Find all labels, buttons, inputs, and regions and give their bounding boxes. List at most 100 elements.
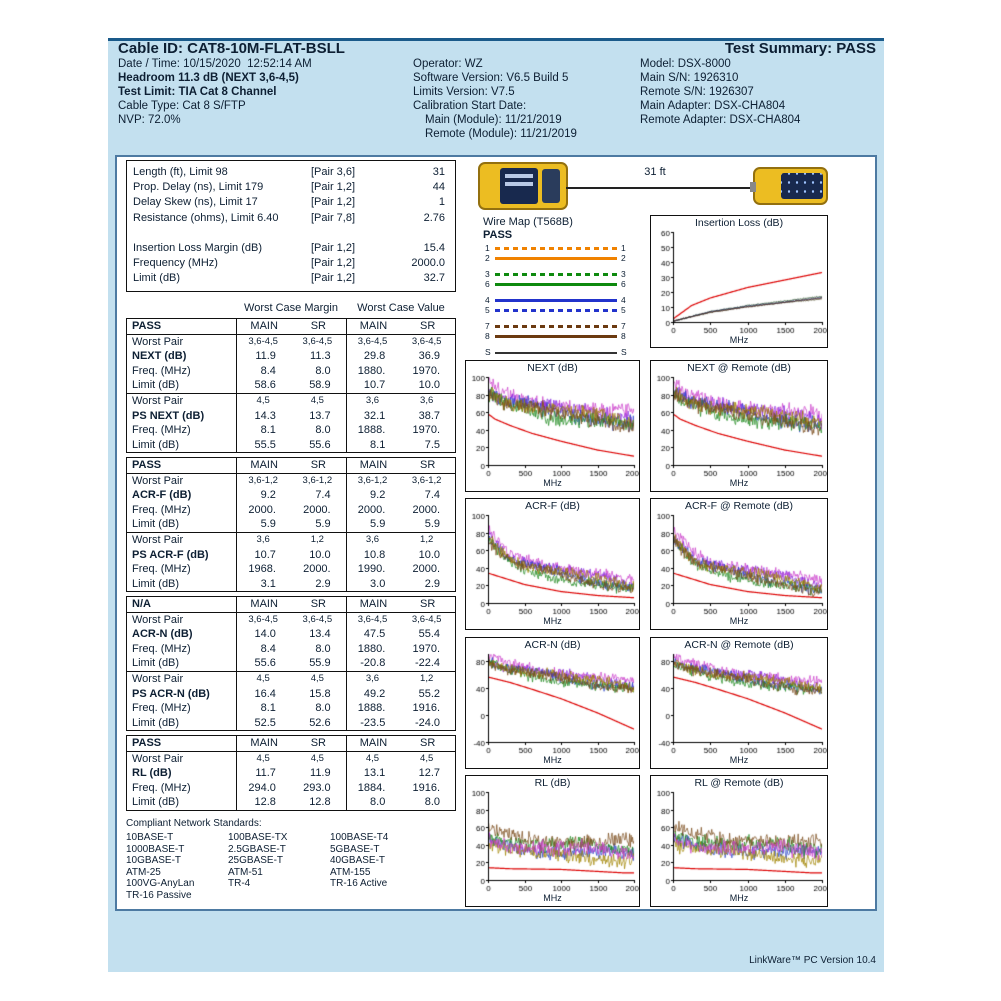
- chart-title: ACR-N @ Remote (dB): [684, 639, 794, 651]
- chart-x-axis-label: MHz: [729, 478, 749, 488]
- cell-value: 1884.: [345, 780, 401, 796]
- cell-value: 8.4: [236, 641, 291, 657]
- pair-label: [Pair 1,2]: [311, 196, 356, 209]
- table-row: Worst Pair 3,6 1,2 3,6 1,2: [127, 531, 455, 548]
- table-row: Worst Pair 4,5 4,5 3,6 3,6: [127, 392, 455, 409]
- chart-x-axis-label: MHz: [543, 616, 562, 626]
- row-label: Freq. (MHz): [132, 781, 191, 794]
- summary-row: Frequency (MHz) [Pair 1,2] 2000.0: [127, 256, 455, 271]
- wire-pin-number: 8: [621, 331, 626, 341]
- cell-value: 2000.: [345, 502, 401, 518]
- cell-value: 3,6-1,2: [345, 473, 401, 489]
- cell-value: 1970.: [412, 642, 441, 655]
- next-plot: [466, 374, 639, 478]
- cell-value: 4,5: [310, 672, 324, 684]
- cell-value: 8.0: [424, 796, 441, 809]
- standards-column-1: 10BASE-T 1000BASE-T 10GBASE-T ATM-25 100VG-A…: [126, 832, 194, 902]
- cell-value: 7.5: [424, 438, 441, 451]
- chart-title: Insertion Loss (dB): [694, 217, 784, 229]
- cell-value: 293.0: [303, 781, 331, 794]
- cell-value: 1880.: [345, 363, 401, 379]
- cell-value: 52.5: [236, 715, 291, 731]
- wire-pin-number: 8: [485, 331, 490, 341]
- wire-line: [495, 257, 617, 260]
- chart-x-axis-label: MHz: [729, 755, 749, 765]
- cell-value: 55.6: [309, 438, 331, 451]
- standard-item: 5GBASE-T: [330, 843, 380, 855]
- cell-value: 4,5: [310, 752, 324, 764]
- standard-item: ATM-51: [228, 866, 263, 878]
- remote-led-panel: [781, 173, 823, 199]
- limits-version: Limits Version: V7.5: [413, 86, 515, 98]
- wire-line: [495, 352, 617, 354]
- cell-value: 3,6-1,2: [302, 474, 333, 486]
- cell-value: 1,2: [310, 533, 324, 545]
- wire-pin-number: S: [621, 347, 627, 357]
- cell-value: -23.5: [345, 715, 401, 731]
- cell-value: -24.0: [414, 716, 441, 729]
- row-label: NEXT (dB): [132, 350, 187, 363]
- cell-value: -20.8: [345, 656, 401, 671]
- pair-label: [Pair 1,2]: [311, 181, 356, 194]
- table-row: Limit (dB) 5.9 5.9 5.9 5.9: [127, 517, 455, 532]
- cell-value: 13.1: [345, 766, 401, 781]
- column-header: SR: [420, 598, 436, 610]
- cell-value: 1970.: [412, 364, 441, 377]
- link-cable-line: [566, 187, 755, 189]
- main-serial: Main S/N: 1926310: [640, 72, 739, 84]
- acrn-plot: [466, 651, 639, 755]
- table-row: Limit (dB) 55.5 55.6 8.1 7.5: [127, 437, 455, 453]
- cell-value: -22.4: [414, 657, 441, 670]
- cell-value: 2000.: [303, 503, 331, 516]
- measurement-value: [387, 226, 455, 241]
- measurement-label: Insertion Loss Margin (dB): [133, 241, 262, 254]
- cell-value: 1,2: [420, 533, 434, 545]
- cell-value: 8.0: [345, 795, 401, 810]
- cell-value: 3,6-4,5: [236, 334, 291, 350]
- wire-line: [495, 299, 617, 302]
- remote-module-date: Remote (Module): 11/21/2019: [425, 128, 577, 140]
- acrf-result-table: PASS MAIN SR MAIN SR Worst Pair 3,6-1,2 3,6-1,2…: [126, 457, 456, 593]
- cell-value: 2000.: [412, 563, 441, 576]
- row-label: Worst Pair: [132, 672, 184, 685]
- summary-row: Insertion Loss Margin (dB) [Pair 1,2] 15.4: [127, 241, 455, 256]
- cell-value: 5.9: [424, 518, 441, 531]
- cell-value: 1990.: [345, 562, 401, 577]
- chart-title: RL (dB): [534, 777, 571, 789]
- table-row: Limit (dB) 58.6 58.9 10.7 10.0: [127, 378, 455, 393]
- date-time: Date / Time: 10/15/2020 12:52:14 AM: [118, 58, 312, 70]
- cell-value: 1880.: [345, 641, 401, 657]
- table-row: Freq. (MHz) 1968. 2000. 1990. 2000.: [127, 562, 455, 577]
- pair-label: [Pair 3,6]: [311, 166, 356, 178]
- chart-x-axis-label: MHz: [543, 755, 562, 765]
- wire-pin-number: 5: [485, 305, 490, 315]
- row-label: ACR-N (dB): [132, 628, 193, 641]
- acrf-plot: [466, 512, 639, 616]
- next-remote-chart: NEXT @ Remote (dB) MHz: [650, 360, 828, 492]
- insertion-loss-chart: Insertion Loss (dB) MHz: [650, 215, 828, 348]
- wire-pin-number: 1: [485, 243, 490, 253]
- wire-line: [495, 247, 617, 250]
- standard-item: 2.5GBASE-T: [228, 843, 286, 855]
- table-row: NEXT (dB) 11.9 11.3 29.8 36.9: [127, 349, 455, 364]
- software-version: Software Version: V6.5 Build 5: [413, 72, 569, 84]
- row-label: Worst Pair: [132, 613, 184, 626]
- cell-value: 16.4: [236, 686, 291, 702]
- cell-value: 29.8: [345, 349, 401, 364]
- cell-value: 14.3: [236, 408, 291, 424]
- standard-item: TR-4: [228, 878, 251, 890]
- cell-value: 58.6: [236, 378, 291, 393]
- chart-x-axis-label: MHz: [729, 893, 749, 903]
- measurement-value: 2.76: [423, 211, 445, 224]
- cable-id: Cable ID: CAT8-10M-FLAT-BSLL: [118, 40, 345, 57]
- standards-column-2: 100BASE-TX 2.5GBASE-T 25GBASE-T ATM-51 TR-4: [228, 832, 287, 890]
- column-header: MAIN: [345, 319, 401, 334]
- cell-value: 8.1: [236, 423, 291, 438]
- cell-value: 13.4: [309, 628, 331, 641]
- measurement-label: [127, 226, 311, 241]
